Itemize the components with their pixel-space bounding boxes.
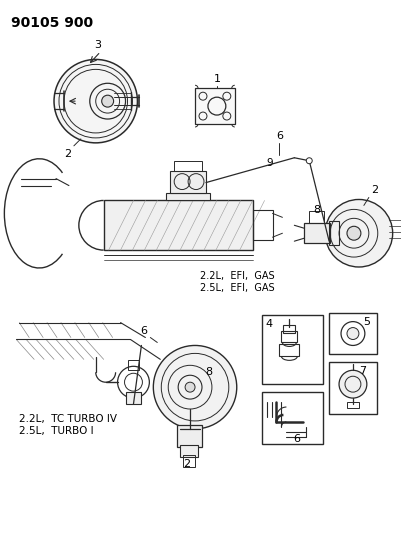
Text: 8: 8 [313, 205, 320, 215]
Circle shape [54, 60, 137, 143]
Bar [308, 212, 323, 223]
Text: 2: 2 [64, 149, 71, 159]
Text: 3: 3 [94, 39, 101, 50]
Text: 2: 2 [370, 185, 377, 196]
Bar [261, 314, 322, 384]
Bar [328, 313, 376, 354]
Text: 2.2L,  TC TURBO IV
2.5L,  TURBO I: 2.2L, TC TURBO IV 2.5L, TURBO I [19, 414, 117, 435]
Bar [174, 161, 201, 171]
Bar [281, 330, 297, 343]
Bar [177, 425, 201, 447]
Bar [283, 325, 295, 333]
Text: 1: 1 [213, 74, 220, 84]
Text: 5: 5 [362, 317, 369, 327]
Circle shape [306, 158, 312, 164]
Bar [304, 223, 329, 243]
Bar [328, 221, 338, 245]
Bar [328, 362, 376, 414]
Circle shape [101, 95, 113, 107]
Circle shape [184, 382, 194, 392]
Circle shape [346, 227, 360, 240]
Text: 2.2L,  EFI,  GAS
2.5L,  EFI,  GAS: 2.2L, EFI, GAS 2.5L, EFI, GAS [200, 271, 274, 293]
Circle shape [346, 328, 358, 340]
Bar [346, 402, 358, 408]
Text: 90105 900: 90105 900 [11, 16, 93, 30]
Text: 6: 6 [275, 131, 282, 141]
Bar [166, 192, 209, 200]
Bar [127, 360, 139, 370]
Text: 2: 2 [183, 458, 190, 469]
Text: 8: 8 [205, 367, 212, 377]
Bar [180, 445, 198, 457]
Circle shape [324, 199, 392, 267]
Bar [170, 171, 205, 192]
Bar [279, 344, 299, 357]
Text: 9: 9 [265, 158, 272, 168]
Bar [194, 88, 234, 124]
Bar [261, 392, 322, 444]
Text: 6: 6 [293, 434, 300, 444]
Bar [183, 455, 194, 466]
Bar [103, 200, 252, 250]
Bar [252, 211, 272, 240]
Circle shape [153, 345, 236, 429]
Bar [125, 392, 141, 404]
Text: 7: 7 [358, 366, 365, 376]
Circle shape [338, 370, 366, 398]
Text: 6: 6 [140, 326, 146, 335]
Text: 4: 4 [265, 319, 272, 329]
